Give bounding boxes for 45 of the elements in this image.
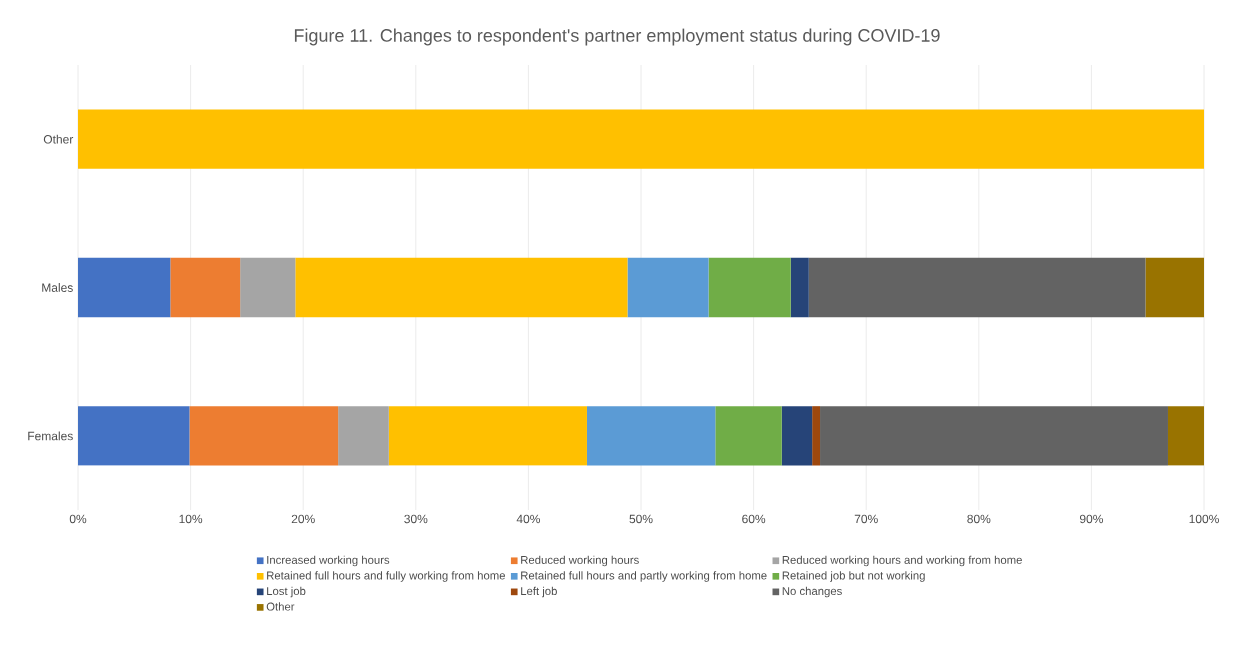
bar xyxy=(781,406,813,466)
legend-label: Reduced working hours xyxy=(521,555,639,567)
bar xyxy=(586,406,716,466)
legend-label: No changes xyxy=(782,586,842,598)
bar xyxy=(189,406,339,466)
bar xyxy=(78,109,1205,169)
bar xyxy=(1167,406,1205,466)
legend-label: Retained job but not working xyxy=(782,571,925,582)
x-tick-label: 20% xyxy=(291,514,315,524)
y-tick-label: Females xyxy=(28,431,73,441)
bar xyxy=(78,406,190,466)
bar xyxy=(78,257,171,318)
x-tick-label: 0% xyxy=(69,514,87,524)
x-tick-label: 90% xyxy=(1079,514,1103,524)
bar xyxy=(715,406,782,466)
y-tick-label: Males xyxy=(42,283,73,292)
x-tick-label: 30% xyxy=(404,514,428,524)
legend-label: Increased working hours xyxy=(267,555,390,567)
bar xyxy=(812,406,821,466)
legend-label: Left job xyxy=(521,586,557,598)
legend-label: Other xyxy=(266,602,295,611)
legend-label: Reduced working hours and working from home xyxy=(782,555,1022,567)
x-tick-label: 80% xyxy=(967,514,991,524)
chart-title: Figure 11. Changes to respondent's partner employment status during COVID-19 xyxy=(294,28,940,46)
legend-label: Retained full hours and partly working from home xyxy=(521,571,767,582)
bar xyxy=(808,257,1146,318)
bar xyxy=(240,257,296,318)
bar xyxy=(627,257,709,318)
x-tick-label: 100% xyxy=(1189,514,1219,524)
legend-label: Retained full hours and fully working from home xyxy=(267,571,506,582)
bar xyxy=(388,406,587,466)
bar xyxy=(1145,257,1205,318)
x-tick-label: 50% xyxy=(629,514,653,524)
x-tick-label: 60% xyxy=(742,514,766,524)
bar xyxy=(295,257,628,318)
bar xyxy=(708,257,791,318)
bar xyxy=(338,406,389,466)
x-tick-label: 70% xyxy=(854,514,878,524)
legend-label: Lost job xyxy=(267,586,306,598)
x-tick-label: 40% xyxy=(516,514,540,524)
bar xyxy=(170,257,241,318)
bar xyxy=(790,257,809,318)
x-tick-label: 10% xyxy=(179,514,203,524)
bar xyxy=(820,406,1168,466)
y-tick-label: Other xyxy=(43,134,74,144)
